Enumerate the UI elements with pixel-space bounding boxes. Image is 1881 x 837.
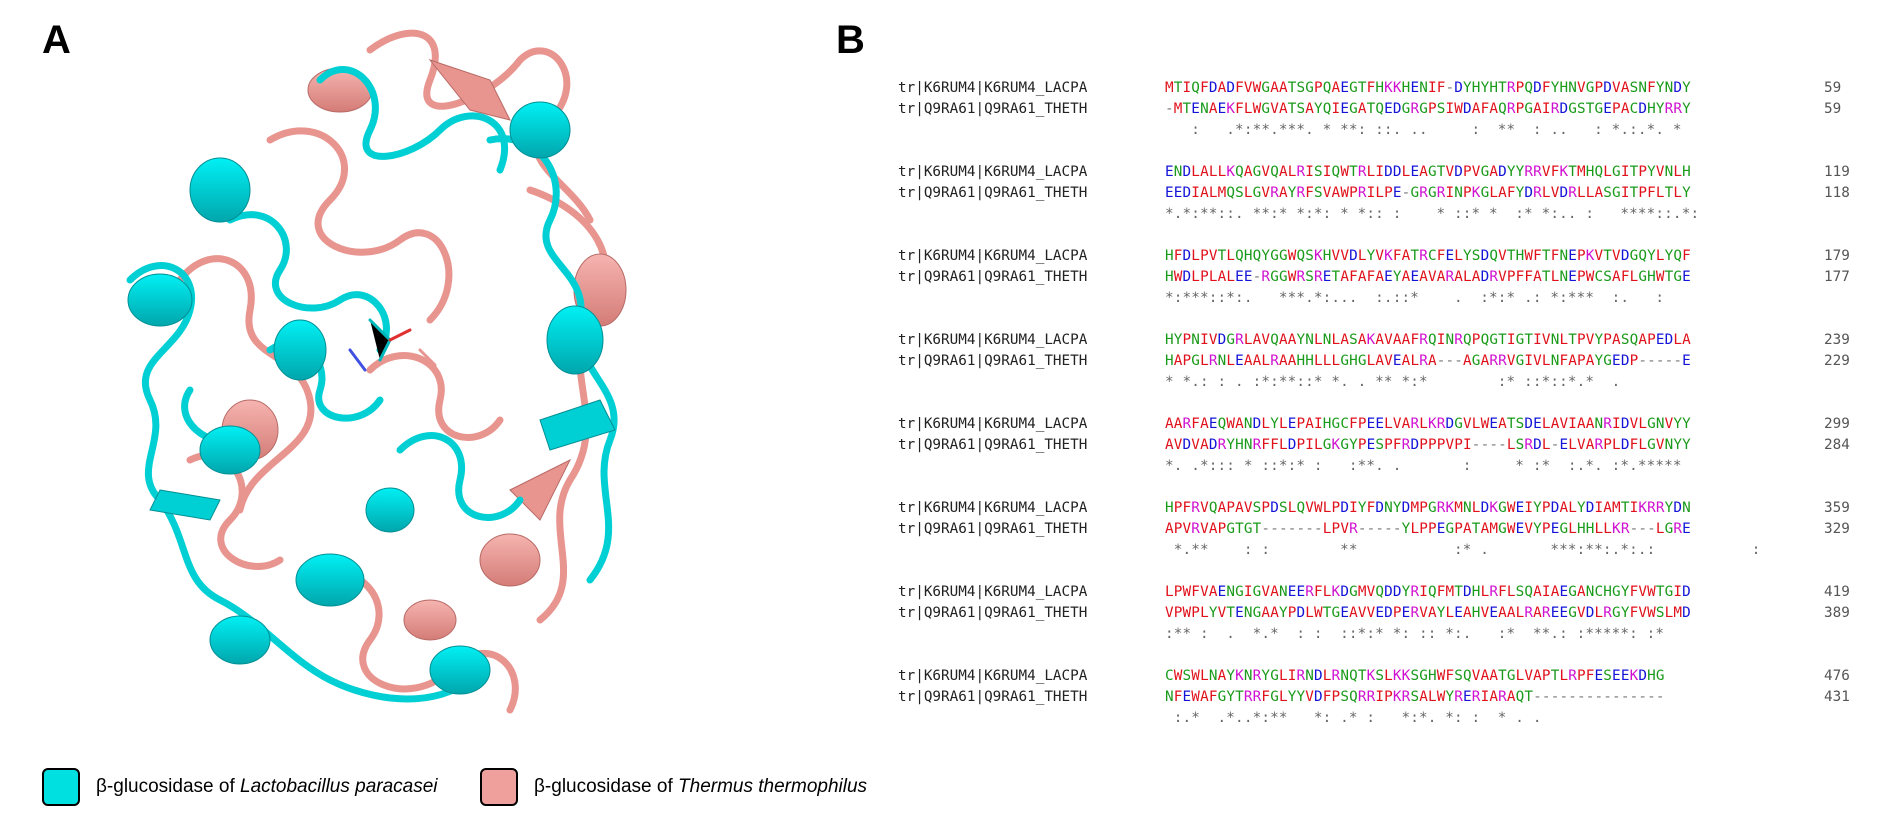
consensus-symbols: *. .*::: * ::*:* : :**. . : * :* :.*. :*…: [1165, 458, 1682, 474]
protein-structure-overlay: [126, 29, 627, 714]
residue-position-number: 299: [1824, 416, 1850, 432]
sequence-residues: -MTENAEKFLWGVATSAYQIEGATQEDGRGPSIWDAFAQR…: [1165, 101, 1691, 117]
sequence-residues: AVDVADRYHNRFFLDPILGKGYPESPFRDPPPVPI----L…: [1165, 437, 1691, 453]
sequence-alignment: tr|K6RUM4|K6RUM4_LACPA MTIQFDADFVWGAATSGP…: [898, 78, 1858, 750]
consensus-symbols: *:***::*:. ***.*:... :.::* . :*:* .: *:*…: [1165, 290, 1665, 306]
sequence-residues: CWSWLNAYKNRYGLIRNDLRNQTKSLKKSGHWFSQVAATG…: [1165, 668, 1665, 684]
sequence-name: tr|Q9RA61|Q9RA61_THETH: [898, 269, 1088, 285]
legend-item-lactobacillus: β-glucosidase of Lactobacillus paracasei: [42, 764, 438, 810]
sequence-residues: AARFAEQWANDLYLEPAIHGCFPEELVARLKRDGVLWEAT…: [1165, 416, 1691, 432]
salmon-helices: [221, 58, 627, 641]
sequence-name: tr|K6RUM4|K6RUM4_LACPA: [898, 584, 1088, 600]
sequence-name: tr|K6RUM4|K6RUM4_LACPA: [898, 416, 1088, 432]
residue-position-number: 431: [1824, 689, 1850, 705]
sequence-residues: ENDLALLKQAGVQALRISIQWTRLIDDLEAGTVDPVGADY…: [1165, 164, 1691, 180]
panel-a-label: A: [42, 18, 71, 62]
residue-position-number: 476: [1824, 668, 1850, 684]
sequence-name: tr|K6RUM4|K6RUM4_LACPA: [898, 668, 1088, 684]
residue-position-number: 118: [1824, 185, 1850, 201]
sequence-residues: NFEWAFGYTRRFGLYYVDFPSQRRIPKRSALWYRERIARA…: [1165, 689, 1665, 705]
residue-position-number: 229: [1824, 353, 1850, 369]
sequence-residues: HPFRVQAPAVSPDSLQVWLPDIYFDNYDMPGRKMNLDKGW…: [1165, 500, 1691, 516]
legend-label-lactobacillus: β-glucosidase of Lactobacillus paracasei: [96, 776, 438, 797]
sequence-name: tr|Q9RA61|Q9RA61_THETH: [898, 605, 1088, 621]
sequence-name: tr|Q9RA61|Q9RA61_THETH: [898, 437, 1088, 453]
alignment-block: tr|K6RUM4|K6RUM4_LACPA HYPNIVDGRLAVQAAYNL…: [898, 330, 1858, 393]
ligand-sticks: [348, 318, 437, 372]
alignment-block: tr|K6RUM4|K6RUM4_LACPA CWSWLNAYKNRYGLIRND…: [898, 666, 1858, 729]
sequence-residues: HWDLPLALEE-RGGWRSRETAFAFAEYAEAVARALADRVP…: [1165, 269, 1691, 285]
residue-position-number: 389: [1824, 605, 1850, 621]
consensus-symbols: *.** : : ** :* . ***:**:.*:.: :: [1165, 542, 1761, 558]
consensus-symbols: :** : . *.* : : ::*:* *: :: *:. :* **.: …: [1165, 626, 1665, 642]
sequence-name: tr|Q9RA61|Q9RA61_THETH: [898, 101, 1088, 117]
consensus-symbols: : .*:**.***. * **: ::. .. : ** : .. : *.…: [1165, 122, 1682, 138]
consensus-symbols: :.* .*..*:** *: .* : *:*. *: : * . .: [1165, 710, 1542, 726]
residue-position-number: 119: [1824, 164, 1850, 180]
residue-position-number: 419: [1824, 584, 1850, 600]
alignment-block: tr|K6RUM4|K6RUM4_LACPA LPWFVAENGIGVANEERF…: [898, 582, 1858, 645]
sequence-name: tr|K6RUM4|K6RUM4_LACPA: [898, 80, 1088, 96]
residue-position-number: 239: [1824, 332, 1850, 348]
legend-item-thermus: β-glucosidase of Thermus thermophilus: [480, 764, 867, 810]
sequence-name: tr|K6RUM4|K6RUM4_LACPA: [898, 332, 1088, 348]
sequence-residues: EEDIALMQSLGVRAYRFSVAWPRILPE-GRGRINPKGLAF…: [1165, 185, 1691, 201]
alignment-block: tr|K6RUM4|K6RUM4_LACPA AARFAEQWANDLYLEPAI…: [898, 414, 1858, 477]
residue-position-number: 284: [1824, 437, 1850, 453]
legend-swatch-salmon: [480, 768, 518, 806]
consensus-symbols: *.*:**::. **:* *:*: * *:: : * ::* * :* *…: [1165, 206, 1700, 222]
residue-position-number: 59: [1824, 101, 1842, 117]
sequence-residues: APVRVAPGTGT-------LPVR-----YLPPEGPATAMGW…: [1165, 521, 1691, 537]
residue-position-number: 179: [1824, 248, 1850, 264]
sequence-name: tr|Q9RA61|Q9RA61_THETH: [898, 521, 1088, 537]
sequence-name: tr|Q9RA61|Q9RA61_THETH: [898, 689, 1088, 705]
alignment-block: tr|K6RUM4|K6RUM4_LACPA HFDLPVTLQHQYGGWQSK…: [898, 246, 1858, 309]
alignment-block: tr|K6RUM4|K6RUM4_LACPA HPFRVQAPAVSPDSLQVW…: [898, 498, 1858, 561]
panel-b-label: B: [836, 18, 865, 62]
legend-label-thermus: β-glucosidase of Thermus thermophilus: [534, 776, 868, 797]
consensus-symbols: * *.: : . :*:**::* *. . ** *:* :* ::*::*…: [1165, 374, 1621, 390]
sequence-name: tr|Q9RA61|Q9RA61_THETH: [898, 185, 1088, 201]
alignment-block: tr|K6RUM4|K6RUM4_LACPA ENDLALLKQAGVQALRIS…: [898, 162, 1858, 225]
sequence-name: tr|K6RUM4|K6RUM4_LACPA: [898, 500, 1088, 516]
sequence-name: tr|K6RUM4|K6RUM4_LACPA: [898, 164, 1088, 180]
sequence-residues: VPWPLYVTENGAAYPDLWTGEAVVEDPERVAYLEAHVEAA…: [1165, 605, 1691, 621]
sequence-residues: MTIQFDADFVWGAATSGPQAEGTFHKKHENIF-DYHYHTR…: [1165, 80, 1691, 96]
residue-position-number: 177: [1824, 269, 1850, 285]
legend-swatch-cyan: [42, 768, 80, 806]
cyan-helices: [127, 101, 616, 695]
sequence-residues: HYPNIVDGRLAVQAAYNLNLASAKAVAAFRQINRQPQGTI…: [1165, 332, 1691, 348]
residue-position-number: 329: [1824, 521, 1850, 537]
sequence-name: tr|K6RUM4|K6RUM4_LACPA: [898, 248, 1088, 264]
residue-position-number: 59: [1824, 80, 1842, 96]
sequence-residues: LPWFVAENGIGVANEERFLKDGMVQDDYRIQFMTDHLRFL…: [1165, 584, 1691, 600]
sequence-residues: HFDLPVTLQHQYGGWQSKHVVDLYVKFATRCFELYSDQVT…: [1165, 248, 1691, 264]
sequence-residues: HAPGLRNLEAALRAAHHLLLGHGLAVEALRA---AGARRV…: [1165, 353, 1691, 369]
residue-position-number: 359: [1824, 500, 1850, 516]
sequence-name: tr|Q9RA61|Q9RA61_THETH: [898, 353, 1088, 369]
alignment-block: tr|K6RUM4|K6RUM4_LACPA MTIQFDADFVWGAATSGP…: [898, 78, 1858, 141]
